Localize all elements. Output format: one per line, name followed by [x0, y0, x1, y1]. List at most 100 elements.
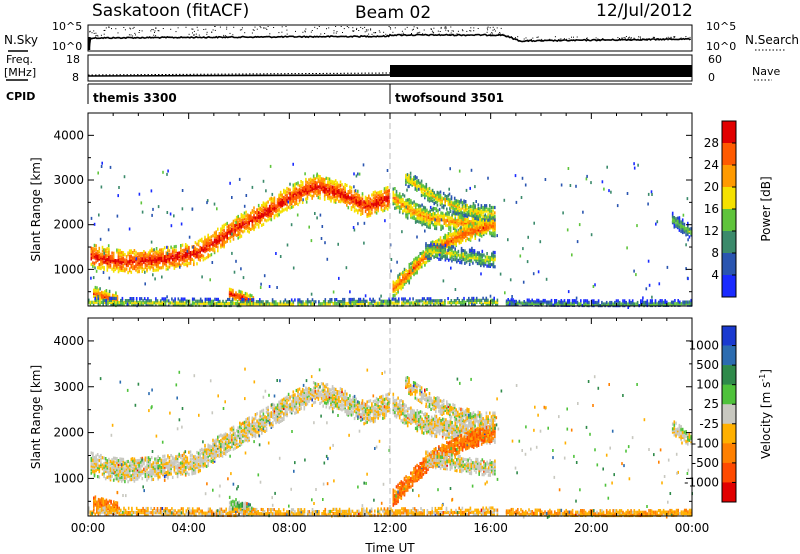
echo-cell	[196, 255, 198, 259]
noise-cell	[521, 176, 524, 180]
echo-cell	[473, 218, 475, 222]
echo-cell	[386, 189, 389, 193]
echo-cell	[272, 208, 274, 212]
echo-cell	[428, 256, 431, 260]
noise-cell	[666, 265, 669, 269]
echo-cell	[158, 303, 160, 307]
echo-cell	[395, 280, 398, 284]
echo-cell	[253, 226, 255, 230]
echo-cell	[238, 289, 240, 293]
echo-cell	[344, 200, 346, 204]
echo-cell	[477, 210, 480, 214]
echo-cell	[226, 236, 228, 240]
echo-cell	[281, 202, 284, 206]
echo-cell	[470, 248, 473, 252]
echo-cell	[199, 247, 201, 251]
echo-cell	[476, 258, 479, 262]
nsearch-point	[129, 27, 131, 29]
echo-cell	[461, 298, 464, 303]
echo-cell	[460, 209, 462, 213]
echo-cell	[444, 303, 446, 307]
echo-cell	[106, 247, 109, 251]
echo-cell	[680, 229, 682, 233]
echo-cell	[526, 298, 529, 302]
echo-cell	[419, 219, 422, 223]
noise-cell	[448, 192, 451, 196]
echo-cell	[448, 219, 450, 223]
echo-cell	[282, 300, 285, 304]
echo-cell	[487, 209, 489, 213]
echo-cell	[397, 194, 399, 198]
echo-cell	[138, 262, 140, 267]
echo-cell	[380, 206, 383, 210]
nsearch-point	[352, 30, 354, 32]
echo-cell	[451, 221, 453, 225]
echo-cell	[312, 190, 315, 194]
echo-cell	[297, 195, 299, 199]
echo-cell	[251, 226, 254, 231]
echo-cell	[465, 255, 468, 259]
echo-cell	[246, 229, 249, 233]
echo-cell	[196, 253, 198, 257]
echo-cell	[361, 299, 363, 303]
echo-cell	[133, 249, 136, 253]
nsearch-point	[541, 38, 543, 40]
echo-cell	[469, 298, 472, 303]
echo-cell	[160, 259, 163, 263]
echo-cell	[386, 196, 389, 200]
echo-cell	[102, 300, 105, 304]
echo-cell	[295, 187, 298, 191]
echo-cell	[496, 300, 499, 304]
echo-cell	[355, 197, 357, 201]
echo-cell	[439, 252, 442, 256]
echo-cell	[239, 300, 242, 304]
echo-cell	[89, 300, 92, 304]
echo-cell	[461, 200, 464, 205]
nsearch-point	[563, 38, 565, 40]
echo-cell	[158, 301, 160, 305]
echo-cell	[223, 243, 225, 247]
echo-cell	[430, 191, 432, 195]
echo-cell	[228, 229, 230, 233]
echo-cell	[427, 222, 430, 226]
echo-cell	[278, 202, 280, 206]
noise-cell	[645, 287, 648, 291]
nsearch-point	[433, 27, 435, 29]
echo-cell	[385, 299, 387, 303]
noise-cell	[458, 169, 461, 173]
echo-cell	[523, 300, 525, 304]
echo-cell	[429, 209, 431, 213]
echo-cell	[287, 191, 290, 195]
echo-cell	[417, 301, 419, 305]
echo-cell	[223, 234, 225, 238]
echo-cell	[438, 198, 440, 202]
echo-cell	[430, 249, 432, 253]
echo-cell	[298, 184, 301, 188]
echo-cell	[298, 298, 301, 302]
echo-cell	[428, 246, 431, 250]
echo-cell	[100, 261, 102, 265]
noise-cell	[410, 262, 412, 266]
echo-cell	[341, 195, 343, 199]
freq-bottom-tick: 8	[72, 71, 79, 84]
echo-cell	[392, 192, 395, 196]
echo-cell	[682, 300, 684, 304]
echo-cell	[229, 235, 232, 240]
echo-cell	[487, 255, 490, 259]
echo-cell	[320, 182, 323, 186]
noise-cell	[126, 302, 129, 306]
noise-cell	[260, 282, 262, 286]
echo-cell	[175, 303, 178, 307]
echo-cell	[470, 259, 473, 263]
echo-cell	[320, 186, 323, 190]
echo-cell	[341, 193, 343, 197]
echo-cell	[184, 244, 187, 248]
echo-cell	[110, 300, 112, 304]
nsearch-point	[596, 39, 598, 41]
echo-cell	[225, 301, 227, 306]
echo-cell	[167, 247, 169, 251]
echo-cell	[421, 210, 423, 214]
echo-cell	[101, 254, 104, 258]
echo-cell	[134, 303, 136, 307]
echo-cell	[356, 299, 358, 303]
